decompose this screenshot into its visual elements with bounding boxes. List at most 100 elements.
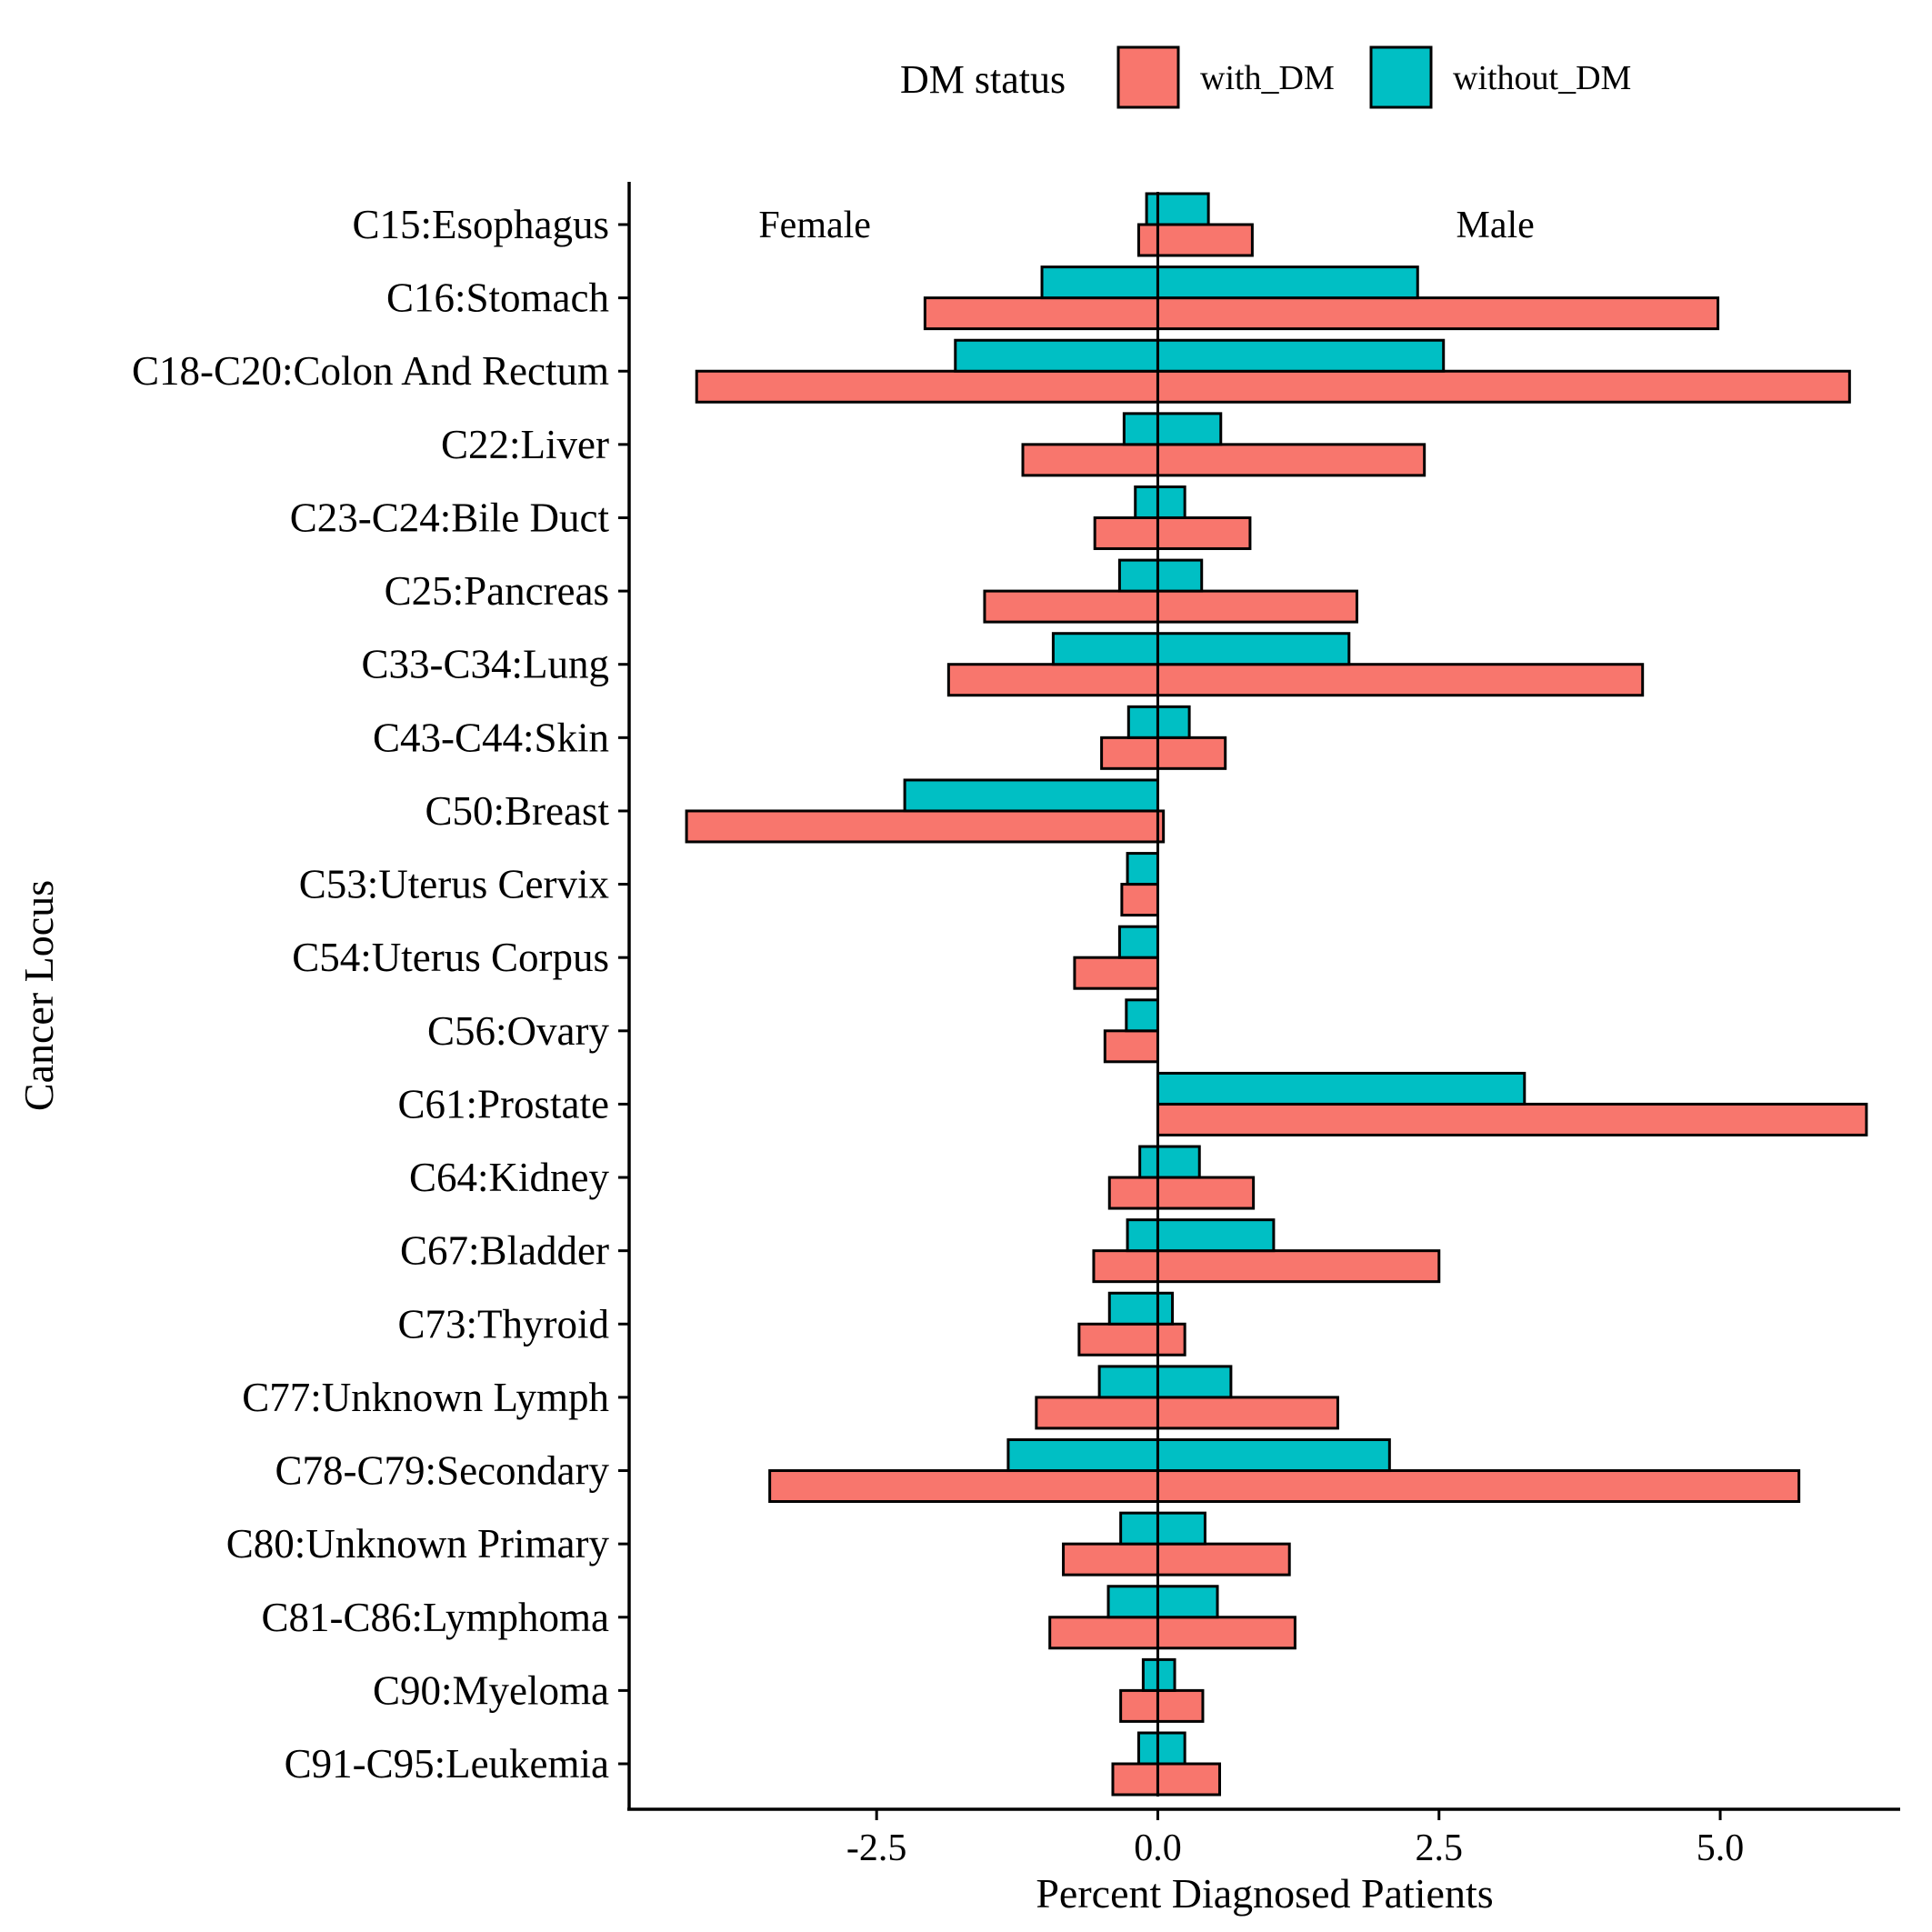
x-tick-label: 5.0 [1697, 1827, 1745, 1869]
series-with-dm [685, 223, 1868, 1797]
legend-swatch-with-dm [1116, 45, 1180, 109]
bar-with-dm-male-c77-unknown-lymph [1156, 1396, 1339, 1430]
bar-without-dm-female-c56-ovary [1125, 998, 1159, 1033]
bar-with-dm-male-c67-bladder [1156, 1249, 1441, 1284]
bar-with-dm-male-c81-c86-lymphoma [1156, 1616, 1296, 1650]
legend-label-without-dm: without_DM [1453, 59, 1631, 97]
legend-title: DM status [900, 57, 1066, 102]
axes: C15:Esophagus C16:Stomach C18-C20:Colon An… [132, 182, 1900, 1869]
bar-with-dm-female-c53-uterus-cervix [1120, 883, 1159, 917]
y-tick-label-c18-c20-colon-and-rectum: C18-C20:Colon And Rectum [132, 348, 609, 394]
bar-with-dm-female-c23-c24-bile-duct [1093, 516, 1159, 550]
bar-with-dm-female-c54-uterus-corpus [1073, 956, 1159, 990]
y-tick-label-c78-c79-secondary: C78-C79:Secondary [275, 1448, 610, 1494]
y-tick-label-c61-prostate: C61:Prostate [398, 1081, 610, 1126]
x-tick-label: -2.5 [846, 1827, 907, 1869]
bar-with-dm-female-c73-thyroid [1077, 1322, 1159, 1356]
bar-without-dm-female-c25-pancreas [1117, 558, 1159, 593]
bar-with-dm-male-c18-c20-colon-and-rectum [1156, 369, 1851, 404]
y-tick-label-c91-c95-leukemia: C91-C95:Leukemia [285, 1741, 609, 1787]
bar-without-dm-female-c33-c34-lung [1051, 632, 1159, 666]
bar-with-dm-female-c81-c86-lymphoma [1048, 1616, 1159, 1650]
bar-with-dm-male-c25-pancreas [1156, 589, 1358, 624]
x-axis-title: Percent Diagnosed Patients [1036, 1870, 1493, 1917]
bar-without-dm-male-c64-kidney [1156, 1145, 1201, 1179]
bar-with-dm-male-c91-c95-leukemia [1156, 1762, 1222, 1797]
y-tick-label-c50-breast: C50:Breast [425, 788, 610, 834]
bar-without-dm-male-c80-unknown-primary [1156, 1511, 1206, 1546]
bar-with-dm-female-c25-pancreas [983, 589, 1159, 624]
bar-without-dm-female-c81-c86-lymphoma [1106, 1585, 1159, 1619]
bar-with-dm-male-c15-esophagus [1156, 223, 1254, 257]
annotation-male: Male [1456, 205, 1534, 246]
bar-with-dm-female-c90-myeloma [1119, 1688, 1159, 1723]
bar-with-dm-male-c33-c34-lung [1156, 663, 1645, 697]
y-tick-label-c80-unknown-primary: C80:Unknown Primary [226, 1521, 610, 1567]
bar-without-dm-male-c16-stomach [1156, 265, 1419, 300]
y-tick-label-c73-thyroid: C73:Thyroid [398, 1301, 610, 1346]
x-axis-ticks: -2.5 0.0 2.5 5.0 [846, 1809, 1744, 1869]
bar-with-dm-male-c61-prostate [1156, 1102, 1868, 1136]
bar-without-dm-male-c33-c34-lung [1156, 632, 1351, 666]
bar-without-dm-female-c91-c95-leukemia [1136, 1731, 1159, 1766]
bar-without-dm-female-c64-kidney [1138, 1145, 1159, 1179]
bar-without-dm-female-c23-c24-bile-duct [1134, 485, 1159, 519]
y-tick-label-c33-c34-lung: C33-C34:Lung [361, 642, 609, 687]
bar-without-dm-female-c73-thyroid [1107, 1291, 1159, 1326]
annotation-female: Female [758, 205, 871, 246]
bar-without-dm-female-c90-myeloma [1141, 1657, 1159, 1692]
y-tick-label-c53-uterus-cervix: C53:Uterus Cervix [299, 862, 609, 907]
bar-with-dm-male-c64-kidney [1156, 1176, 1256, 1210]
bar-with-dm-male-c22-liver [1156, 443, 1426, 477]
bar-without-dm-male-c77-unknown-lymph [1156, 1365, 1233, 1399]
y-tick-label-c23-c24-bile-duct: C23-C24:Bile Duct [290, 495, 610, 540]
y-tick-label-c25-pancreas: C25:Pancreas [385, 568, 609, 614]
bar-with-dm-male-c80-unknown-primary [1156, 1542, 1291, 1577]
bar-without-dm-female-c50-breast [903, 778, 1159, 813]
bar-without-dm-male-c22-liver [1156, 412, 1223, 446]
bar-with-dm-female-c15-esophagus [1136, 223, 1159, 257]
bar-with-dm-female-c43-c44-skin [1100, 736, 1159, 770]
bar-without-dm-male-c90-myeloma [1156, 1657, 1176, 1692]
y-tick-label-c54-uterus-corpus: C54:Uterus Corpus [292, 935, 609, 980]
bar-without-dm-female-c16-stomach [1040, 265, 1159, 300]
y-tick-label-c90-myeloma: C90:Myeloma [373, 1667, 609, 1713]
legend-swatch-without-dm [1369, 45, 1433, 109]
bar-with-dm-male-c16-stomach [1156, 296, 1720, 331]
bar-with-dm-male-c90-myeloma [1156, 1688, 1205, 1723]
y-axis-title: Cancer Locus [15, 880, 62, 1111]
y-tick-label-c77-unknown-lymph: C77:Unknown Lymph [242, 1375, 609, 1420]
bar-with-dm-female-c22-liver [1021, 443, 1159, 477]
y-tick-label-c16-stomach: C16:Stomach [386, 275, 609, 321]
bar-without-dm-male-c81-c86-lymphoma [1156, 1585, 1219, 1619]
y-tick-label-c15-esophagus: C15:Esophagus [352, 202, 609, 247]
bar-without-dm-female-c54-uterus-corpus [1117, 925, 1159, 959]
bar-without-dm-female-c15-esophagus [1145, 192, 1159, 226]
bar-with-dm-female-c67-bladder [1092, 1249, 1159, 1284]
y-tick-label-c43-c44-skin: C43-C44:Skin [373, 715, 609, 760]
x-tick-label: 2.5 [1416, 1827, 1464, 1869]
bar-with-dm-female-c18-c20-colon-and-rectum [695, 369, 1159, 404]
bar-without-dm-male-c78-c79-secondary [1156, 1438, 1391, 1473]
plot-area [685, 192, 1868, 1797]
bar-without-dm-male-c43-c44-skin [1156, 705, 1191, 739]
bar-without-dm-male-c67-bladder [1156, 1218, 1276, 1253]
bar-without-dm-male-c23-c24-bile-duct [1156, 485, 1186, 519]
y-tick-label-c67-bladder: C67:Bladder [400, 1228, 609, 1274]
bar-with-dm-male-c43-c44-skin [1156, 736, 1227, 770]
bar-without-dm-female-c18-c20-colon-and-rectum [954, 338, 1159, 373]
bar-without-dm-male-c15-esophagus [1156, 192, 1210, 226]
bar-without-dm-male-c18-c20-colon-and-rectum [1156, 338, 1446, 373]
bar-without-dm-female-c78-c79-secondary [1006, 1438, 1159, 1473]
legend-label-with-dm: with_DM [1200, 59, 1335, 97]
bar-without-dm-female-c77-unknown-lymph [1097, 1365, 1159, 1399]
bar-without-dm-male-c25-pancreas [1156, 558, 1204, 593]
bar-with-dm-female-c16-stomach [923, 296, 1159, 331]
bar-with-dm-female-c50-breast [685, 809, 1159, 844]
series-without-dm [903, 192, 1527, 1766]
bar-without-dm-female-c22-liver [1122, 412, 1159, 446]
bar-without-dm-male-c91-c95-leukemia [1156, 1731, 1186, 1766]
x-tick-label: 0.0 [1134, 1827, 1182, 1869]
bar-without-dm-female-c67-bladder [1126, 1218, 1159, 1253]
